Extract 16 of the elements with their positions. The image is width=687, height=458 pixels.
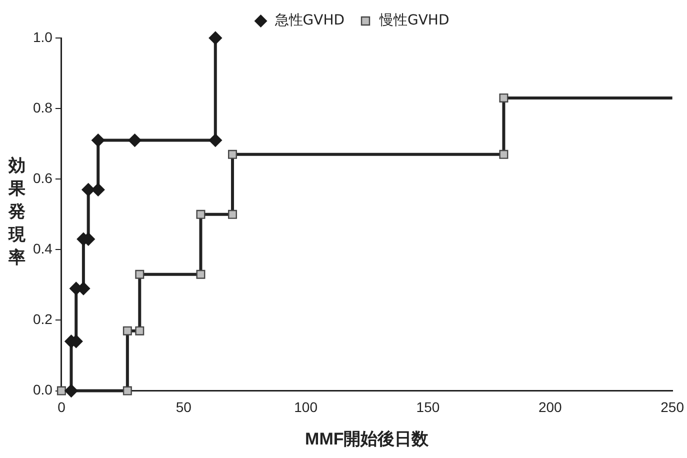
x-tick-label: 250 xyxy=(660,399,684,416)
x-tick-label: 150 xyxy=(416,399,440,416)
y-tick-label: 0.6 xyxy=(32,170,53,186)
x-axis-title: MMF開始後日数 xyxy=(305,429,430,448)
y-tick-label: 0.8 xyxy=(32,99,53,116)
y-axis-title: 効果発現率 xyxy=(8,155,26,270)
y-tick-label: 0.4 xyxy=(32,240,53,257)
legend-label: 急性GVHD xyxy=(274,12,344,29)
x-tick-label: 0 xyxy=(58,399,66,416)
y-tick-label: 0.0 xyxy=(32,382,53,398)
x-tick-label: 100 xyxy=(294,399,318,416)
y-tick-label: 1.0 xyxy=(32,28,53,45)
x-tick-label: 200 xyxy=(538,399,562,416)
x-tick-label: 50 xyxy=(176,399,192,416)
legend-label: 慢性GVHD xyxy=(378,12,450,29)
y-tick-label: 0.2 xyxy=(32,311,53,328)
